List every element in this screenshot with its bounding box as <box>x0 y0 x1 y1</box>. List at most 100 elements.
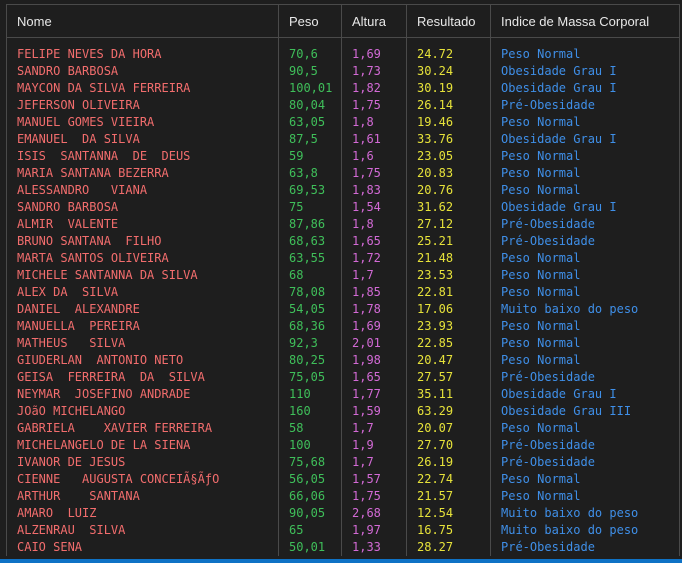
table-row: ARTHUR SANTANA 66,06 1,75 21.57 Peso Normal <box>6 488 680 505</box>
imc-cell: Peso Normal <box>490 267 680 284</box>
altura-cell: 1,59 <box>341 403 407 420</box>
altura-cell: 1,9 <box>341 437 407 454</box>
table-row: ISIS SANTANNA DE DEUS 59 1,6 23.05 Peso Norm… <box>6 148 680 165</box>
resultado-cell: 28.27 <box>406 539 491 556</box>
altura-cell: 1,7 <box>341 420 407 437</box>
resultado-cell: 30.19 <box>406 80 491 97</box>
resultado-cell: 33.76 <box>406 131 491 148</box>
imc-cell: Peso Normal <box>490 182 680 199</box>
resultado-cell: 22.81 <box>406 284 491 301</box>
table-row: MARTA SANTOS OLIVEIRA 63,55 1,72 21.48 Peso … <box>6 250 680 267</box>
altura-cell: 1,75 <box>341 488 407 505</box>
altura-cell: 1,78 <box>341 301 407 318</box>
imc-cell: Pré-Obesidade <box>490 369 680 386</box>
imc-cell: Peso Normal <box>490 352 680 369</box>
imc-cell: Muito baixo do peso <box>490 505 680 522</box>
table-row: SANDRO BARBOSA 90,5 1,73 30.24 Obesidade Gra… <box>6 63 680 80</box>
imc-cell: Obesidade Grau I <box>490 80 680 97</box>
altura-cell: 1,65 <box>341 233 407 250</box>
resultado-cell: 20.76 <box>406 182 491 199</box>
nome-cell: ALESSANDRO VIANA <box>6 182 279 199</box>
peso-cell: 100 <box>278 437 342 454</box>
resultado-cell: 30.24 <box>406 63 491 80</box>
table-row: ALMIR VALENTE 87,86 1,8 27.12 Pré-Obesidade <box>6 216 680 233</box>
spacer-cell <box>6 37 279 46</box>
resultado-cell: 63.29 <box>406 403 491 420</box>
peso-cell: 87,5 <box>278 131 342 148</box>
peso-cell: 90,05 <box>278 505 342 522</box>
resultado-cell: 21.48 <box>406 250 491 267</box>
resultado-cell: 31.62 <box>406 199 491 216</box>
resultado-cell: 16.75 <box>406 522 491 539</box>
nome-cell: GABRIELA XAVIER FERREIRA <box>6 420 279 437</box>
nome-cell: MICHELE SANTANNA DA SILVA <box>6 267 279 284</box>
resultado-cell: 22.85 <box>406 335 491 352</box>
peso-cell: 63,05 <box>278 114 342 131</box>
peso-cell: 70,6 <box>278 46 342 63</box>
nome-cell: ARTHUR SANTANA <box>6 488 279 505</box>
resultado-cell: 24.72 <box>406 46 491 63</box>
resultado-cell: 23.53 <box>406 267 491 284</box>
spacer-cell <box>278 37 342 46</box>
altura-cell: 2,68 <box>341 505 407 522</box>
altura-cell: 1,85 <box>341 284 407 301</box>
peso-cell: 78,08 <box>278 284 342 301</box>
spacer-cell <box>406 37 491 46</box>
peso-cell: 56,05 <box>278 471 342 488</box>
peso-cell: 80,04 <box>278 97 342 114</box>
peso-cell: 80,25 <box>278 352 342 369</box>
peso-cell: 68,63 <box>278 233 342 250</box>
table-row: MATHEUS SILVA 92,3 2,01 22.85 Peso Normal <box>6 335 680 352</box>
table-row: MANUEL GOMES VIEIRA 63,05 1,8 19.46 Peso Nor… <box>6 114 680 131</box>
altura-cell: 1,98 <box>341 352 407 369</box>
imc-cell: Pré-Obesidade <box>490 454 680 471</box>
table-row: JOãO MICHELANGO 160 1,59 63.29 Obesidade Gra… <box>6 403 680 420</box>
altura-cell: 1,97 <box>341 522 407 539</box>
imc-cell: Peso Normal <box>490 148 680 165</box>
nome-cell: MATHEUS SILVA <box>6 335 279 352</box>
nome-cell: ISIS SANTANNA DE DEUS <box>6 148 279 165</box>
altura-cell: 2,01 <box>341 335 407 352</box>
imc-cell: Peso Normal <box>490 420 680 437</box>
imc-cell: Pré-Obesidade <box>490 97 680 114</box>
altura-cell: 1,6 <box>341 148 407 165</box>
peso-cell: 65 <box>278 522 342 539</box>
nome-cell: MANUELLA PEREIRA <box>6 318 279 335</box>
nome-cell: DANIEL ALEXANDRE <box>6 301 279 318</box>
nome-cell: MANUEL GOMES VIEIRA <box>6 114 279 131</box>
nome-cell: CIENNE AUGUSTA CONCEIÃ§ÃƒO <box>6 471 279 488</box>
imc-cell: Obesidade Grau I <box>490 199 680 216</box>
table-row: NEYMAR JOSEFINO ANDRADE 110 1,77 35.11 Obesi… <box>6 386 680 403</box>
resultado-cell: 12.54 <box>406 505 491 522</box>
imc-cell: Peso Normal <box>490 335 680 352</box>
table-row: MARIA SANTANA BEZERRA 63,8 1,75 20.83 Peso N… <box>6 165 680 182</box>
peso-cell: 63,8 <box>278 165 342 182</box>
altura-cell: 1,57 <box>341 471 407 488</box>
resultado-cell: 26.14 <box>406 97 491 114</box>
imc-cell: Pré-Obesidade <box>490 539 680 556</box>
table-row: GEISA FERREIRA DA SILVA 75,05 1,65 27.57 Pré… <box>6 369 680 386</box>
nome-cell: GEISA FERREIRA DA SILVA <box>6 369 279 386</box>
nome-cell: JOãO MICHELANGO <box>6 403 279 420</box>
nome-cell: AMARO LUIZ <box>6 505 279 522</box>
nome-cell: MICHELANGELO DE LA SIENA <box>6 437 279 454</box>
altura-cell: 1,77 <box>341 386 407 403</box>
table-row: CAIO SENA 50,01 1,33 28.27 Pré-Obesidade <box>6 539 680 556</box>
peso-cell: 75,68 <box>278 454 342 471</box>
resultado-cell: 19.46 <box>406 114 491 131</box>
imc-cell: Peso Normal <box>490 165 680 182</box>
peso-cell: 87,86 <box>278 216 342 233</box>
altura-cell: 1,69 <box>341 46 407 63</box>
peso-cell: 50,01 <box>278 539 342 556</box>
table-row: GIUDERLAN ANTONIO NETO 80,25 1,98 20.47 Peso… <box>6 352 680 369</box>
table-row: ALZENRAU SILVA 65 1,97 16.75 Muito baixo do … <box>6 522 680 539</box>
imc-cell: Pré-Obesidade <box>490 437 680 454</box>
peso-cell: 160 <box>278 403 342 420</box>
table-row: MICHELE SANTANNA DA SILVA 68 1,7 23.53 Peso … <box>6 267 680 284</box>
peso-cell: 75,05 <box>278 369 342 386</box>
altura-cell: 1,8 <box>341 216 407 233</box>
peso-cell: 75 <box>278 199 342 216</box>
nome-cell: GIUDERLAN ANTONIO NETO <box>6 352 279 369</box>
imc-cell: Peso Normal <box>490 284 680 301</box>
table-row: FELIPE NEVES DA HORA 70,6 1,69 24.72 Peso No… <box>6 46 680 63</box>
